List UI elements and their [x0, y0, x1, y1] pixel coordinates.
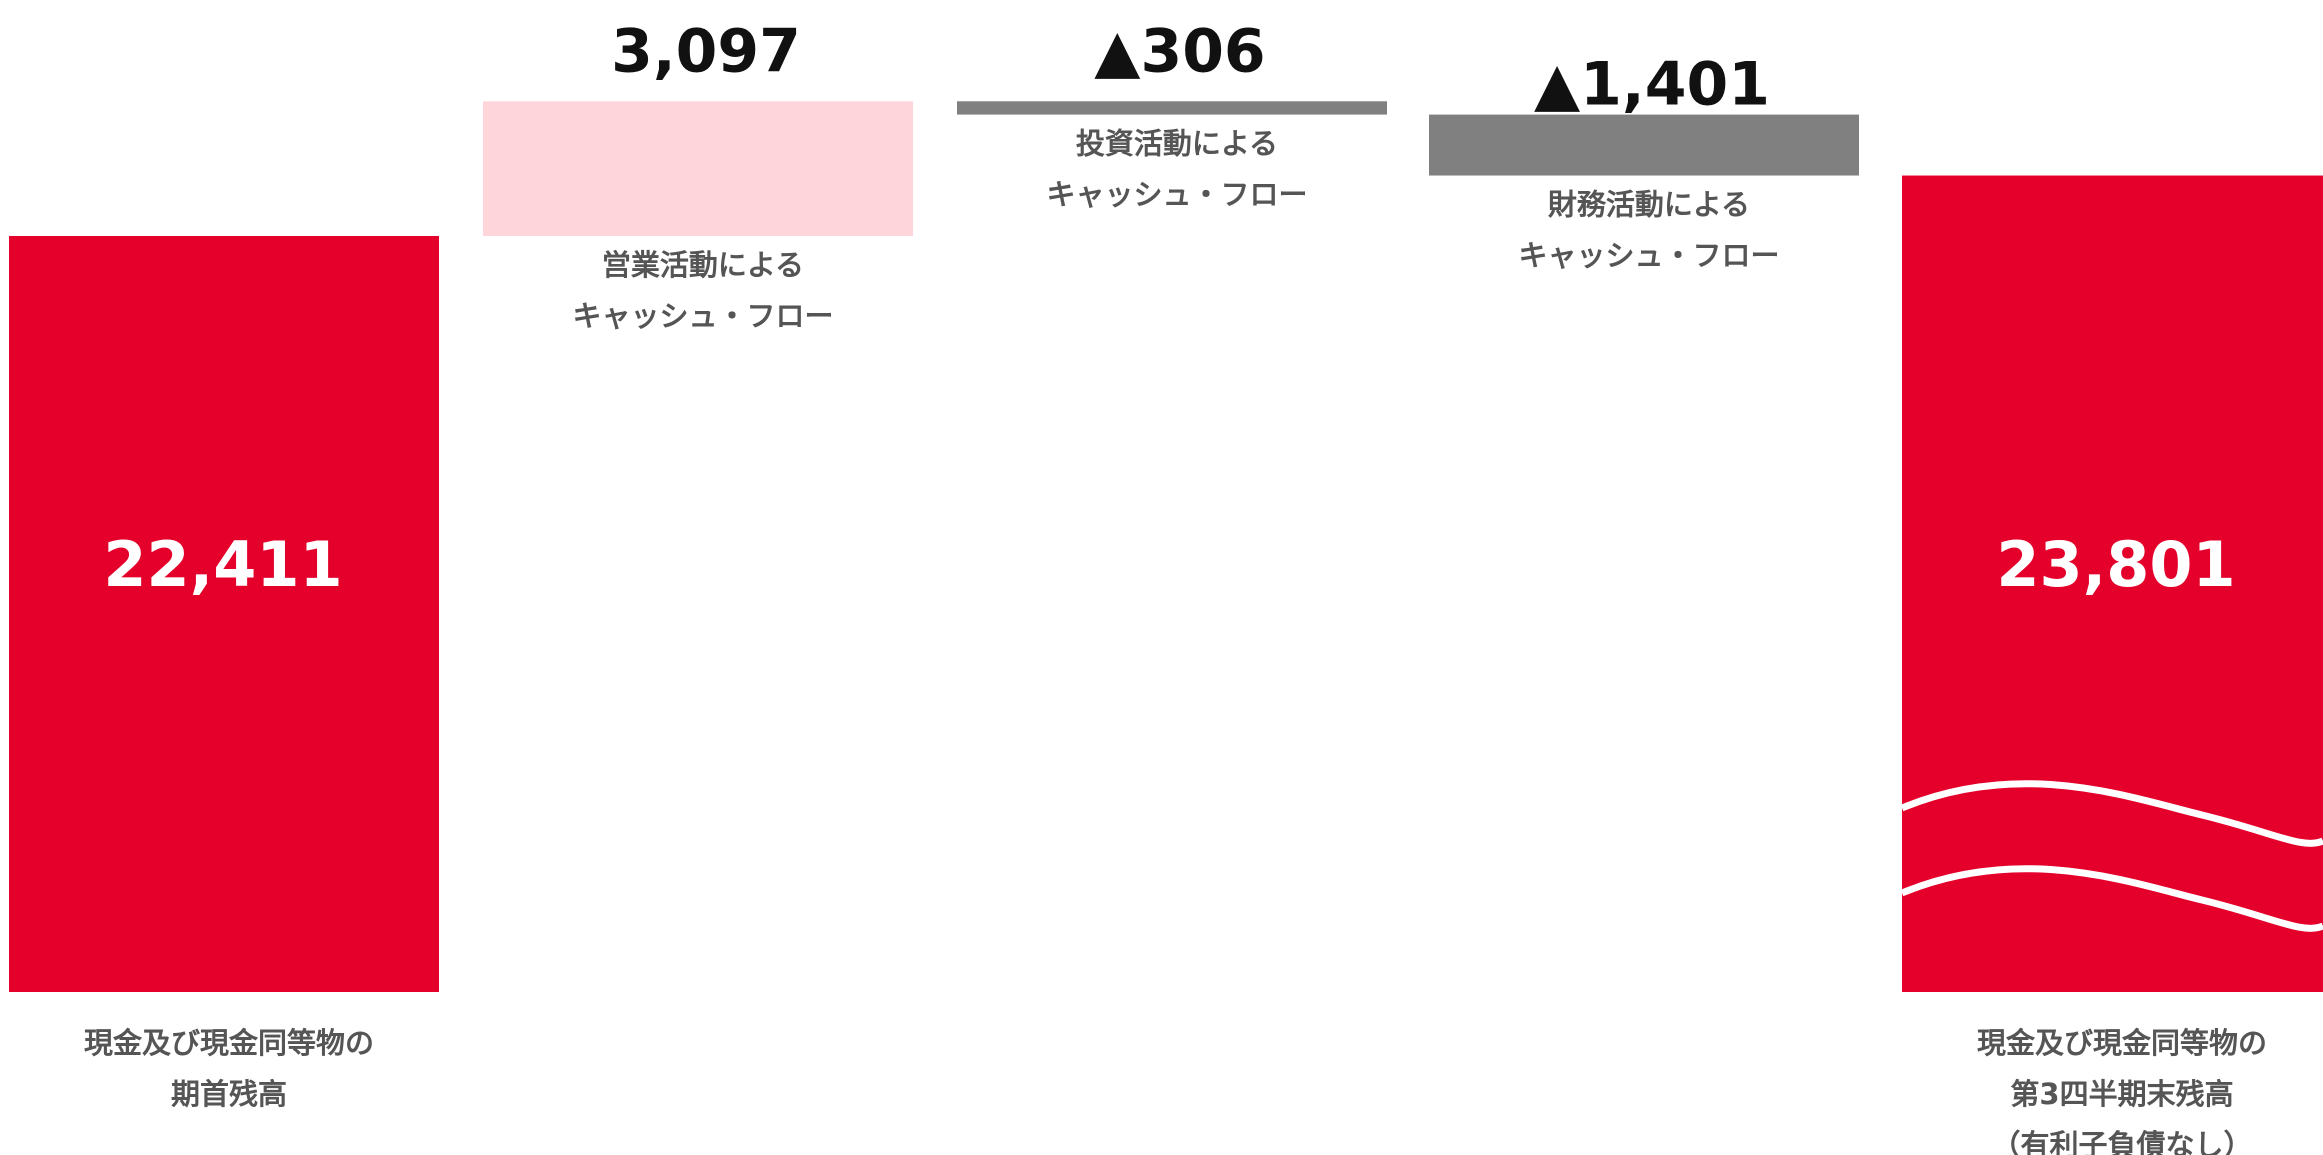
labels-layer: 22,411現金及び現金同等物の期首残高3,097営業活動によるキャッシュ・フロ…: [84, 16, 2267, 1155]
category-label-4-line-1: 第3四半期末残高: [2010, 1077, 2233, 1111]
axis-break-wave-0: [1900, 780, 2323, 847]
category-label-2-line-1: キャッシュ・フロー: [1046, 178, 1307, 212]
value-label-3: ▲1,401: [1534, 50, 1770, 120]
bar-4-total: [1902, 175, 2323, 992]
value-label-2: ▲306: [1094, 16, 1265, 86]
category-label-2-line-0: 投資活動による: [1076, 127, 1278, 161]
bar-2-decrease: [957, 101, 1387, 115]
value-label-4: 23,801: [1996, 528, 2235, 601]
bars-layer: [9, 101, 2323, 992]
category-label-1-line-1: キャッシュ・フロー: [572, 299, 833, 333]
category-label-4-line-2: （有利子負債なし）: [1991, 1128, 2252, 1155]
value-label-0: 22,411: [103, 528, 342, 601]
category-label-1-line-0: 営業活動による: [602, 248, 804, 282]
value-label-1: 3,097: [611, 16, 801, 86]
bar-1-increase: [483, 101, 913, 236]
category-label-4-line-0: 現金及び現金同等物の: [1977, 1026, 2267, 1060]
axis-break-wave-1: [1900, 865, 2323, 932]
category-label-0-line-1: 期首残高: [171, 1077, 287, 1111]
bar-0-total: [9, 236, 439, 992]
category-label-3-line-0: 財務活動による: [1548, 188, 1750, 222]
bar-3-decrease: [1429, 114, 1859, 176]
category-label-3-line-1: キャッシュ・フロー: [1518, 239, 1779, 273]
category-label-0-line-0: 現金及び現金同等物の: [84, 1026, 374, 1060]
